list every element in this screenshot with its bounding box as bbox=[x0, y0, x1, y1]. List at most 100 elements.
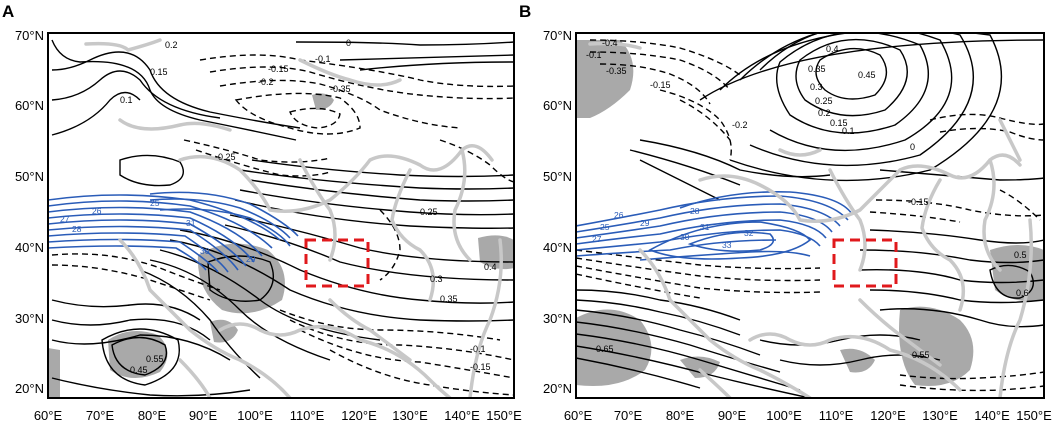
contour-label: -0.2 bbox=[732, 120, 748, 130]
lat-label: 60°N bbox=[15, 98, 44, 113]
contour-label: 0.25 bbox=[815, 96, 833, 106]
map-frame-a bbox=[47, 32, 515, 399]
contour-label: 0.2 bbox=[818, 108, 831, 118]
contour-label: -0.35 bbox=[606, 66, 627, 76]
jet-label: 25 bbox=[600, 222, 610, 232]
contour-label: 0.3 bbox=[430, 274, 443, 284]
lat-label: 40°N bbox=[543, 240, 572, 255]
contour-label: 0.15 bbox=[830, 118, 848, 128]
jet-label: 27 bbox=[60, 214, 70, 224]
jet-label: 33 bbox=[722, 240, 732, 250]
study-region-box-b bbox=[832, 238, 898, 288]
lon-label: 60°E bbox=[34, 408, 63, 423]
contour-labels-b: 0.4 0.45 0.35 0.3 0.25 0.2 0.15 0.1 0 -0… bbox=[586, 38, 1029, 360]
contour-label: 0 bbox=[910, 142, 915, 152]
study-region-box-a bbox=[304, 238, 370, 288]
jet-contours-a bbox=[48, 191, 299, 273]
lat-label: 70°N bbox=[15, 28, 44, 43]
contour-label: -0.1 bbox=[470, 344, 486, 354]
map-panel-a: 0.2 0.15 0.1 -0.1 -0.15 -0.2 -0.25 -0.35… bbox=[47, 32, 515, 399]
lon-label: 100°E bbox=[766, 408, 802, 423]
jet-label: 31 bbox=[186, 218, 196, 228]
contour-label: 0.35 bbox=[440, 294, 458, 304]
coastlines-b bbox=[588, 41, 1033, 398]
lon-label: 70°E bbox=[614, 408, 643, 423]
lat-label: 20°N bbox=[543, 381, 572, 396]
contour-label: 0.45 bbox=[858, 70, 876, 80]
lat-label: 30°N bbox=[543, 311, 572, 326]
lon-label: 140°E bbox=[444, 408, 480, 423]
contour-label: 0.55 bbox=[912, 350, 930, 360]
contour-label: 0.1 bbox=[120, 95, 133, 105]
contour-label: -0.15 bbox=[268, 64, 289, 74]
lon-label: 70°E bbox=[86, 408, 115, 423]
contour-label: 0.25 bbox=[420, 207, 438, 217]
dashed-contours-b bbox=[576, 39, 1044, 392]
lat-label: 40°N bbox=[15, 240, 44, 255]
jet-label: 25 bbox=[150, 198, 160, 208]
lon-label: 60°E bbox=[564, 408, 593, 423]
lat-label: 30°N bbox=[15, 311, 44, 326]
contour-label: -0.15 bbox=[650, 80, 671, 90]
jet-label: 28 bbox=[72, 224, 82, 234]
contour-label: 0.1 bbox=[842, 126, 855, 136]
contour-label: 0.45 bbox=[130, 365, 148, 375]
jet-label: 29 bbox=[246, 254, 256, 264]
jet-label: 28 bbox=[690, 206, 700, 216]
contour-label: 0.5 bbox=[1014, 250, 1027, 260]
lon-label: 120°E bbox=[341, 408, 377, 423]
contour-label: 0.4 bbox=[484, 262, 497, 272]
lon-label: 110°E bbox=[290, 408, 325, 423]
jet-label: 30 bbox=[200, 246, 210, 256]
jet-label: 32 bbox=[744, 228, 754, 238]
contour-label: -0.35 bbox=[330, 84, 351, 94]
lon-label: 130°E bbox=[922, 408, 958, 423]
map-frame-b bbox=[575, 32, 1045, 399]
jet-labels-a: 25 26 27 28 29 30 31 bbox=[60, 198, 256, 264]
jet-label: 30 bbox=[680, 232, 690, 242]
lon-label: 90°E bbox=[189, 408, 218, 423]
contour-label: -0.25 bbox=[215, 152, 236, 162]
lon-label: 150°E bbox=[1016, 408, 1052, 423]
lon-label: 120°E bbox=[870, 408, 906, 423]
contour-label: -0.1 bbox=[315, 54, 331, 64]
jet-label: 31 bbox=[700, 222, 710, 232]
jet-label: 27 bbox=[592, 234, 602, 244]
lon-label: 130°E bbox=[392, 408, 428, 423]
jet-contours-b bbox=[576, 191, 853, 261]
lon-label: 110°E bbox=[819, 408, 854, 423]
lon-label: 80°E bbox=[138, 408, 167, 423]
contour-label: -0.1 bbox=[586, 50, 602, 60]
lon-label: 90°E bbox=[718, 408, 747, 423]
lat-label: 50°N bbox=[543, 169, 572, 184]
coastlines-a bbox=[84, 38, 503, 398]
contour-label: 0.15 bbox=[150, 67, 168, 77]
jet-label: 29 bbox=[640, 218, 650, 228]
lon-label: 150°E bbox=[486, 408, 522, 423]
lat-label: 70°N bbox=[543, 28, 572, 43]
lat-label: 50°N bbox=[15, 169, 44, 184]
contour-label: 0 bbox=[346, 38, 351, 48]
panel-a-letter: A bbox=[2, 2, 15, 21]
contour-label: -0.15 bbox=[470, 362, 491, 372]
contour-label: -0.4 bbox=[602, 38, 618, 48]
lon-labels-a: 60°E 70°E 80°E 90°E 100°E 110°E 120°E 13… bbox=[34, 408, 522, 423]
lat-label: 20°N bbox=[15, 381, 44, 396]
dashed-contours-a bbox=[51, 54, 514, 396]
lat-labels-b: 70°N 60°N 50°N 40°N 30°N 20°N bbox=[543, 28, 572, 396]
jet-labels-b: 25 26 27 28 29 30 31 32 33 bbox=[592, 206, 754, 250]
lat-labels-a: 70°N 60°N 50°N 40°N 30°N 20°N bbox=[15, 28, 44, 396]
contour-label: 0.55 bbox=[146, 354, 164, 364]
lon-label: 100°E bbox=[237, 408, 273, 423]
contour-label: -0.15 bbox=[908, 197, 929, 207]
contour-label: -0.2 bbox=[258, 77, 274, 87]
lat-label: 60°N bbox=[543, 98, 572, 113]
lon-labels-b: 60°E 70°E 80°E 90°E 100°E 110°E 120°E 13… bbox=[564, 408, 1052, 423]
panel-b-letter: B bbox=[519, 2, 532, 21]
contour-label: 0.4 bbox=[826, 44, 839, 54]
lon-label: 140°E bbox=[974, 408, 1010, 423]
contour-label: 0.35 bbox=[808, 64, 826, 74]
contour-label: 0.3 bbox=[810, 82, 823, 92]
map-panel-b: 0.4 0.45 0.35 0.3 0.25 0.2 0.15 0.1 0 -0… bbox=[575, 32, 1045, 399]
